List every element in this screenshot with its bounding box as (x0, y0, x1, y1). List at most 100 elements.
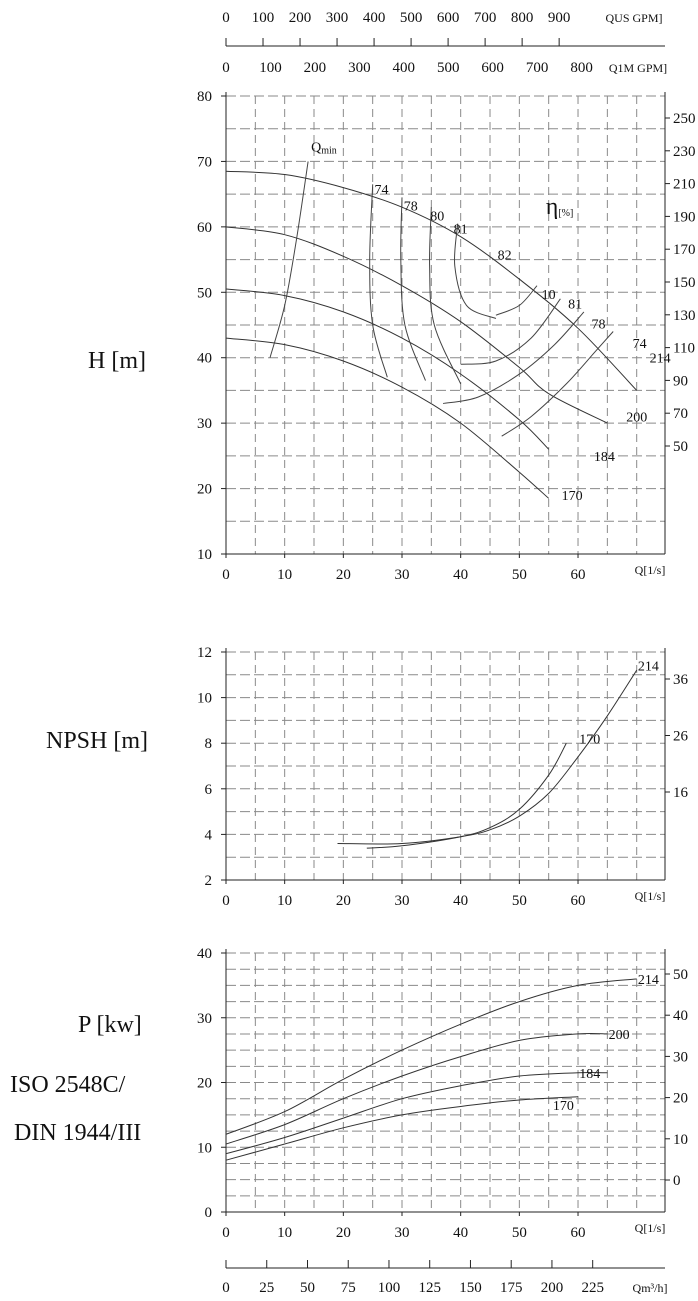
curve-label-214: 214 (638, 973, 659, 988)
m3h-tick-label: 150 (459, 1280, 482, 1296)
power-side-label: P [kw] (78, 1012, 142, 1038)
m3h-tick-label: 225 (581, 1280, 604, 1296)
right-tick-label: 230 (673, 144, 696, 160)
y-tick-label: 0 (205, 1205, 213, 1221)
x-tick-label: 20 (336, 893, 351, 909)
curve-label-200: 200 (626, 411, 647, 426)
y-tick-label: 30 (197, 1011, 212, 1027)
us-gpm-tick-label: 800 (511, 10, 534, 26)
us-gpm-tick-label: 300 (326, 10, 349, 26)
y-tick-label: 12 (197, 645, 212, 661)
m3h-tick-label: 100 (378, 1280, 401, 1296)
im-gpm-tick-label: 100 (259, 60, 282, 76)
qmin-line (269, 161, 309, 358)
right-tick-label: 50 (673, 967, 688, 983)
efficiency-label-74: 74 (374, 183, 388, 198)
efficiency-unit: [%] (558, 208, 573, 219)
right-tick-label: 190 (673, 209, 696, 225)
head-chart: 10 20 30 40 50 60 70 80 0 10 20 30 40 50 60 Q[1/s] 250 23… (197, 89, 696, 583)
im-gpm-tick-label: 500 (437, 60, 460, 76)
right-tick-label: 40 (673, 1008, 688, 1024)
right-tick-label: 70 (673, 406, 688, 422)
right-tick-label: 130 (673, 308, 696, 324)
right-tick-label: 30 (673, 1049, 688, 1065)
efficiency-label-74: 74 (633, 337, 647, 352)
y-tick-label: 10 (197, 547, 212, 563)
efficiency-symbol: η[%] (546, 194, 574, 220)
standard-line-2: DIN 1944/III (14, 1120, 141, 1146)
efficiency-loop (495, 285, 538, 316)
y-tick-label: 80 (197, 89, 212, 105)
curve-214 (225, 170, 638, 391)
efficiency-loop (460, 298, 561, 365)
m3h-tick-label: 0 (222, 1280, 230, 1296)
curve-label-214: 214 (650, 352, 671, 367)
right-tick-label: 26 (673, 729, 689, 745)
y-tick-label: 10 (197, 691, 212, 707)
x-axis-unit-label: Q[1/s] (635, 563, 666, 577)
x-tick-label: 10 (277, 567, 292, 583)
right-tick-label: 90 (673, 373, 688, 389)
right-tick-label: 170 (673, 242, 696, 258)
efficiency-label-10: 10 (542, 288, 556, 303)
x-tick-label: 60 (571, 1225, 586, 1241)
x-tick-label: 50 (512, 567, 527, 583)
right-tick-label: 50 (673, 439, 688, 455)
standard-line-1: ISO 2548C/ (10, 1072, 126, 1098)
curve-170 (225, 1096, 579, 1161)
curve-200 (225, 226, 608, 424)
efficiency-loop (443, 311, 585, 404)
right-tick-label: 250 (673, 111, 696, 127)
x-tick-label: 50 (512, 893, 527, 909)
us-gpm-tick-label: 700 (474, 10, 497, 26)
efficiency-label-82: 82 (498, 249, 512, 264)
curve-label-170: 170 (562, 489, 583, 504)
x-tick-label: 60 (571, 567, 586, 583)
curve-170 (366, 742, 567, 849)
y-tick-label: 20 (197, 482, 212, 498)
im-gpm-tick-label: 200 (304, 60, 327, 76)
im-gpm-tick-label: 400 (393, 60, 416, 76)
y-tick-label: 40 (197, 946, 212, 962)
m3h-tick-label: 200 (541, 1280, 564, 1296)
efficiency-label-78: 78 (592, 317, 606, 332)
m3h-tick-label: 175 (500, 1280, 523, 1296)
right-tick-label: 110 (673, 341, 695, 357)
efficiency-loop (501, 331, 614, 437)
curve-214 (225, 978, 637, 1135)
curve-label-214: 214 (638, 660, 659, 675)
x-tick-label: 10 (277, 1225, 292, 1241)
right-tick-label: 0 (673, 1173, 681, 1189)
y-tick-label: 4 (205, 827, 213, 843)
m3h-tick-label: 25 (259, 1280, 274, 1296)
im-gpm-tick-label: 0 (222, 60, 230, 76)
x-tick-label: 40 (453, 893, 468, 909)
curve-184 (225, 1072, 608, 1155)
curve-label-170: 170 (553, 1099, 574, 1114)
m3h-tick-label: 75 (341, 1280, 356, 1296)
y-tick-label: 8 (205, 736, 213, 752)
right-tick-label: 36 (673, 672, 689, 688)
x-tick-label: 20 (336, 1225, 351, 1241)
y-tick-label: 70 (197, 154, 212, 170)
y-tick-label: 6 (205, 782, 213, 798)
us-gpm-tick-label: 900 (548, 10, 571, 26)
x-tick-label: 40 (453, 567, 468, 583)
im-gpm-unit-label: Q1M GPM] (609, 61, 667, 75)
curve-170 (225, 337, 550, 499)
bottom-flow-axis: 0 25 50 75 100 125 150 175 200 225 Qm³/h] (222, 1260, 667, 1296)
im-gpm-tick-label: 600 (481, 60, 504, 76)
us-gpm-tick-label: 0 (222, 10, 230, 26)
x-axis-unit-label: Q[1/s] (635, 1221, 666, 1235)
npsh-side-label: NPSH [m] (46, 728, 148, 754)
curve-214 (337, 669, 638, 845)
efficiency-label-81: 81 (454, 222, 468, 237)
efficiency-contour (369, 184, 388, 378)
efficiency-contour (400, 197, 426, 381)
y-tick-label: 10 (197, 1140, 212, 1156)
m3h-unit-label: Qm³/h] (633, 1281, 668, 1295)
qmin-label: Qmin (311, 141, 337, 157)
y-tick-label: 60 (197, 220, 212, 236)
x-tick-label: 10 (277, 893, 292, 909)
